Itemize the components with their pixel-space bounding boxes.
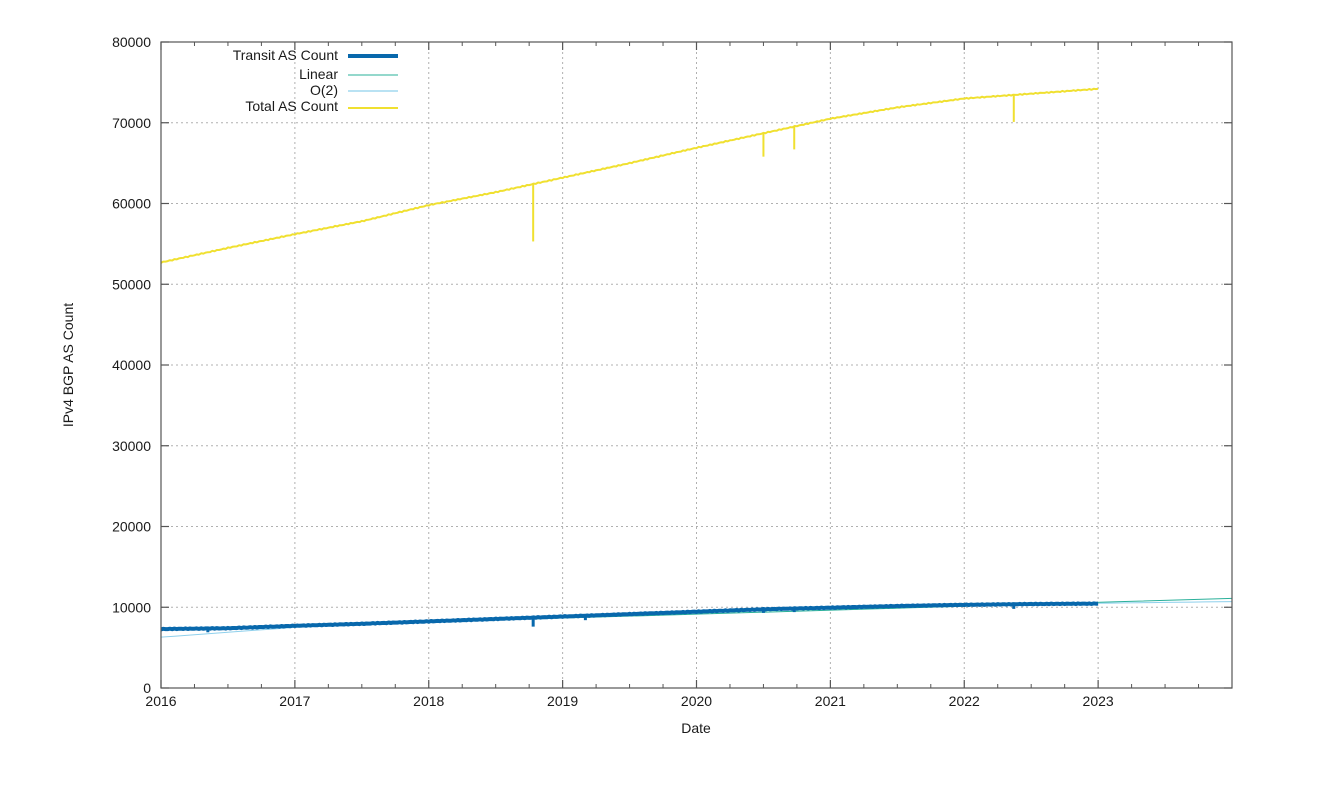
x-tick-label: 2018 [413,693,444,709]
y-tick-label: 30000 [112,438,151,454]
x-tick-label: 2020 [681,693,712,709]
y-tick-label: 50000 [112,276,151,292]
x-tick-label: 2017 [279,693,310,709]
grid-lines [161,42,1232,688]
y-tick-label: 0 [143,680,151,696]
legend-label-transit: Transit AS Count [233,47,338,63]
legend: Transit AS Count Linear O(2) Total AS Co… [233,47,398,114]
x-tick-label: 2019 [547,693,578,709]
legend-label-total: Total AS Count [245,98,338,114]
series-line-total-as-count [160,87,1099,264]
y-axis-label: IPv4 BGP AS Count [60,303,76,427]
x-axis-tick-labels: 2016 2017 2018 2019 2020 2021 2022 2023 [145,693,1113,709]
y-tick-label: 70000 [112,115,151,131]
x-tick-label: 2016 [145,693,176,709]
y-axis-tick-labels: 0 10000 20000 30000 40000 50000 60000 70000 8000… [112,34,151,696]
x-tick-label: 2021 [815,693,846,709]
x-axis-label: Date [681,720,711,736]
x-tick-label: 2023 [1083,693,1114,709]
y-tick-label: 10000 [112,599,151,615]
y-tick-label: 80000 [112,34,151,50]
x-tick-label: 2022 [949,693,980,709]
legend-label-linear: Linear [299,66,338,82]
y-tick-label: 40000 [112,357,151,373]
y-tick-label: 60000 [112,196,151,212]
y-tick-label: 20000 [112,519,151,535]
series-line-transit-as-count [160,601,1099,632]
plot-series [160,87,1233,638]
legend-label-o2: O(2) [310,82,338,98]
axis-ticks [160,41,1232,689]
